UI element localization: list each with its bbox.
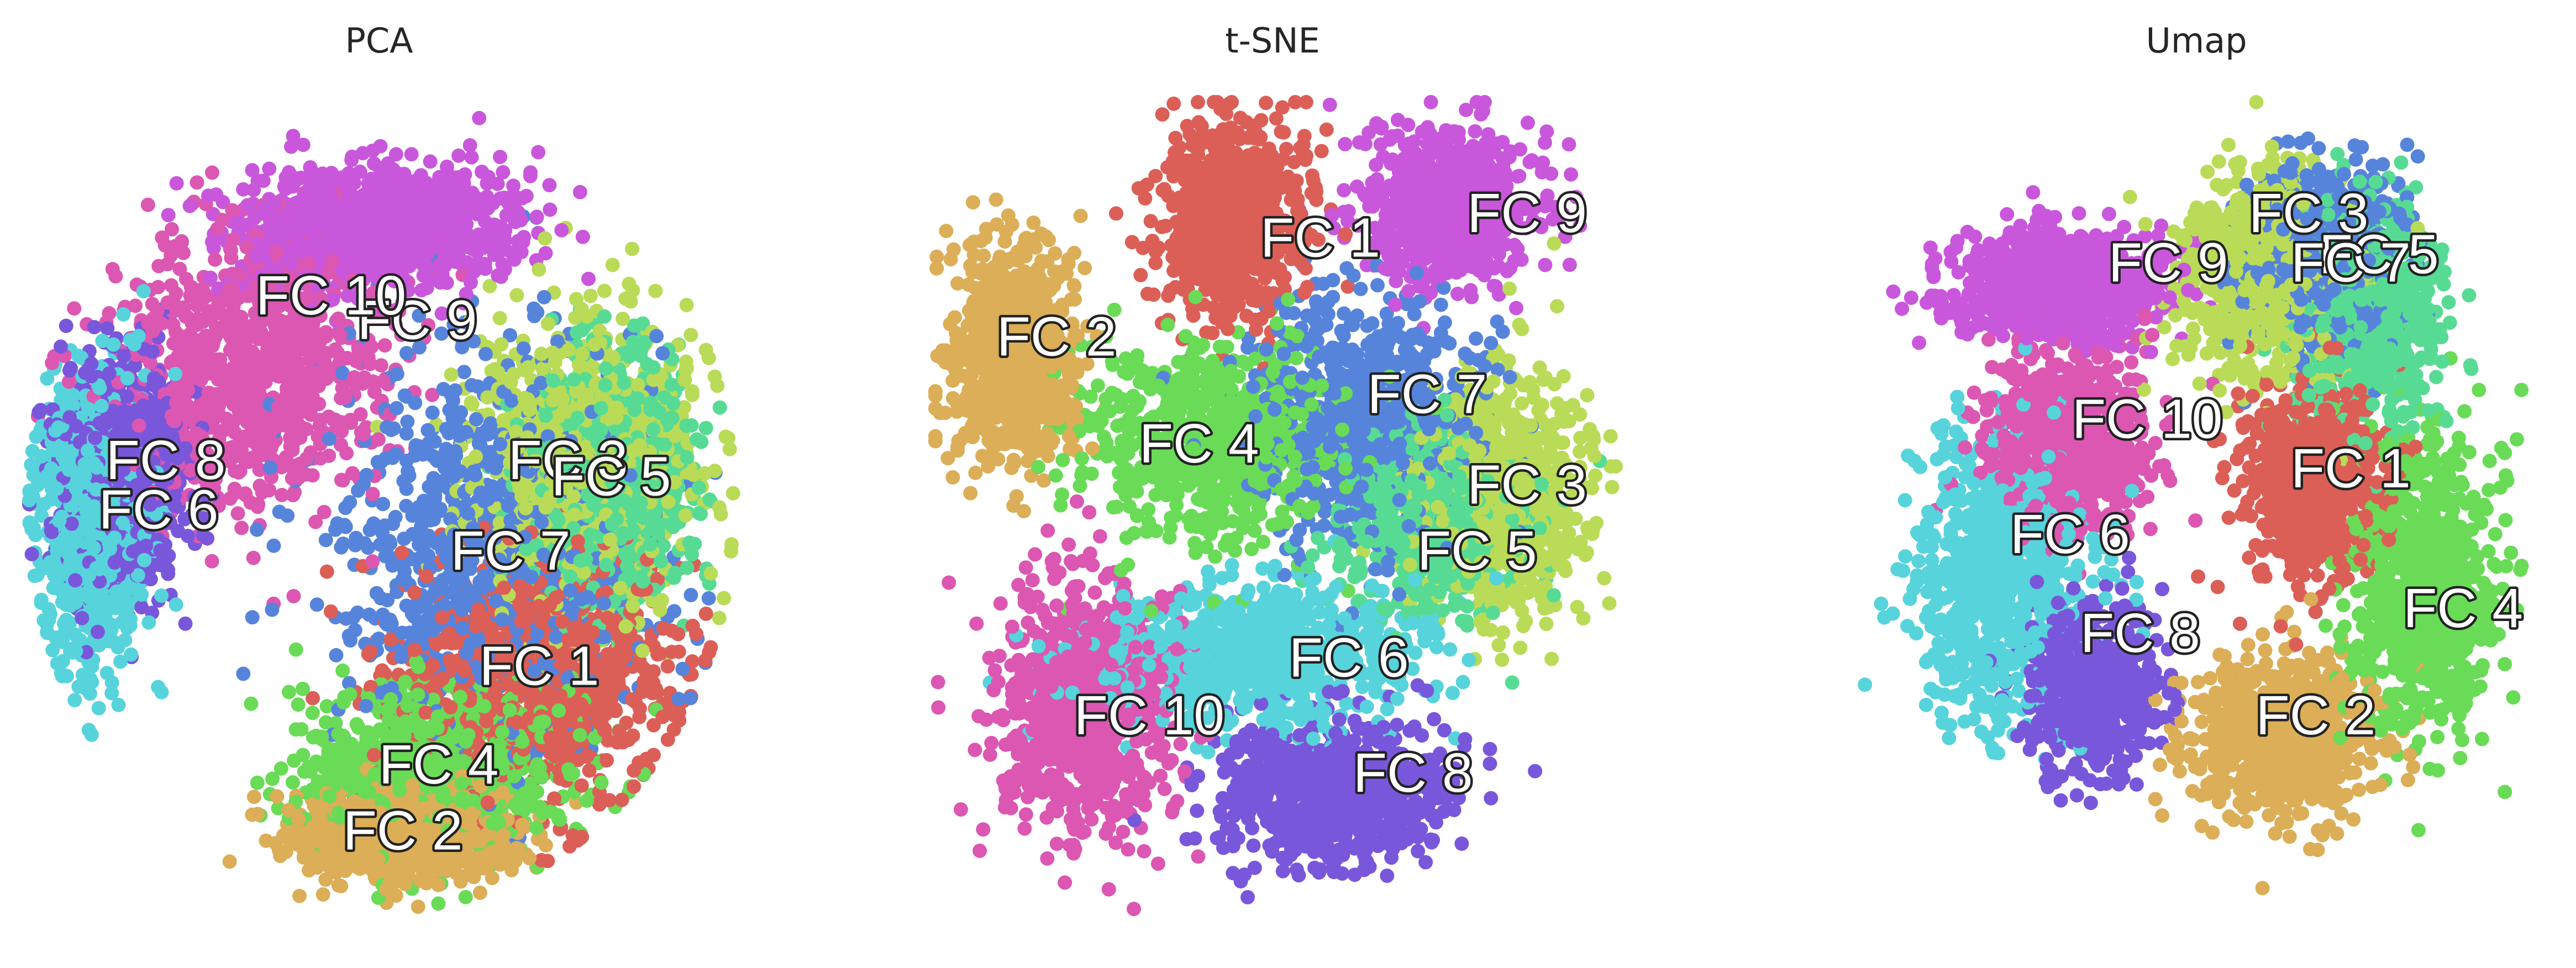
point-fc-1 [602, 793, 617, 808]
point-fc-9 [472, 111, 487, 125]
point-fc-1 [614, 792, 629, 807]
point-fc-10 [196, 314, 211, 329]
point-fc-9 [575, 229, 590, 244]
point-fc-6 [154, 685, 169, 699]
point-fc-5 [698, 420, 713, 435]
point-fc-4 [265, 771, 280, 786]
point-fc-4 [291, 697, 306, 712]
point-fc-2 [222, 854, 237, 869]
point-fc-2 [292, 888, 307, 903]
point-fc-3 [625, 283, 640, 298]
point-fc-9 [543, 202, 558, 217]
point-fc-3 [492, 311, 507, 325]
point-fc-3 [726, 486, 740, 501]
point-fc-8 [100, 321, 115, 336]
point-fc-6 [67, 693, 82, 708]
point-fc-1 [671, 644, 686, 659]
point-fc-10 [172, 261, 187, 276]
pca-title: PCA [345, 20, 413, 61]
point-fc-7 [376, 497, 391, 512]
point-fc-7 [348, 623, 362, 638]
pca-points [22, 111, 740, 914]
point-fc-4 [579, 793, 594, 808]
point-fc-4 [431, 896, 446, 911]
point-fc-10 [204, 165, 219, 180]
point-fc-7 [236, 666, 251, 681]
point-fc-3 [540, 317, 555, 331]
point-fc-10 [286, 589, 301, 603]
point-fc-9 [161, 208, 176, 223]
point-fc-1 [660, 659, 675, 674]
point-fc-3 [605, 257, 620, 272]
point-fc-7 [380, 593, 395, 608]
point-fc-8 [178, 616, 193, 631]
point-fc-3 [721, 430, 735, 445]
point-fc-3 [494, 337, 509, 352]
point-fc-3 [648, 283, 663, 298]
point-fc-7 [701, 591, 716, 606]
point-fc-4 [288, 642, 303, 657]
point-fc-3 [701, 350, 716, 365]
point-fc-10 [246, 550, 261, 565]
point-fc-7 [537, 290, 551, 304]
point-fc-9 [388, 147, 403, 162]
point-fc-9 [404, 147, 419, 162]
point-fc-7 [394, 650, 409, 665]
point-fc-7 [478, 346, 493, 361]
point-fc-7 [456, 365, 471, 380]
point-fc-7 [516, 341, 531, 356]
point-fc-7 [265, 602, 280, 617]
point-fc-6 [154, 588, 169, 603]
point-fc-4 [335, 663, 350, 678]
point-fc-3 [684, 328, 698, 343]
point-fc-9 [182, 198, 197, 213]
point-fc-1 [698, 606, 713, 621]
point-fc-1 [319, 564, 334, 579]
point-fc-9 [554, 223, 569, 238]
point-fc-6 [91, 701, 106, 716]
point-fc-9 [296, 138, 311, 152]
point-fc-1 [671, 627, 686, 641]
point-fc-7 [272, 504, 287, 519]
point-fc-10 [67, 301, 82, 316]
point-fc-9 [581, 271, 596, 286]
point-fc-10 [223, 491, 238, 506]
point-fc-10 [204, 554, 219, 569]
point-fc-10 [255, 485, 270, 500]
point-fc-9 [531, 145, 546, 160]
point-fc-10 [140, 197, 155, 212]
point-fc-3 [712, 611, 727, 625]
point-fc-10 [230, 506, 245, 521]
point-fc-7 [667, 604, 682, 619]
point-fc-10 [353, 407, 368, 422]
point-fc-6 [169, 597, 183, 612]
point-fc-4 [281, 685, 296, 699]
point-fc-3 [509, 288, 524, 303]
pca-panel: PCA FC 1FC 2FC 3FC 4FC 5FC 6FC 7FC 8FC 9… [22, 20, 740, 914]
point-fc-4 [297, 764, 312, 779]
point-fc-4 [285, 775, 300, 790]
